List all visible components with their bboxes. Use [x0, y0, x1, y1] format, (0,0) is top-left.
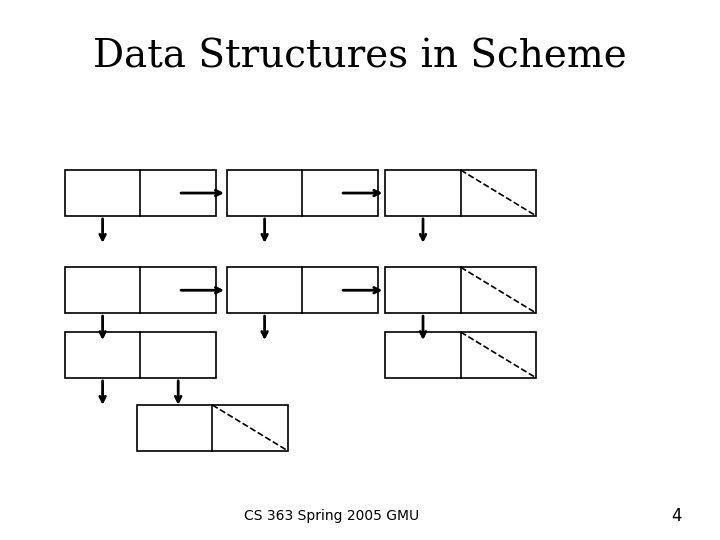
Bar — [385, 170, 536, 216]
Bar — [385, 267, 536, 313]
Bar — [65, 267, 216, 313]
Bar — [227, 170, 378, 216]
Bar — [137, 405, 288, 451]
Text: CS 363 Spring 2005 GMU: CS 363 Spring 2005 GMU — [243, 509, 419, 523]
Bar — [227, 267, 378, 313]
Bar — [65, 170, 216, 216]
Text: Data Structures in Scheme: Data Structures in Scheme — [93, 38, 627, 75]
Bar — [385, 332, 536, 378]
Bar — [65, 332, 216, 378]
Text: 4: 4 — [672, 507, 682, 525]
